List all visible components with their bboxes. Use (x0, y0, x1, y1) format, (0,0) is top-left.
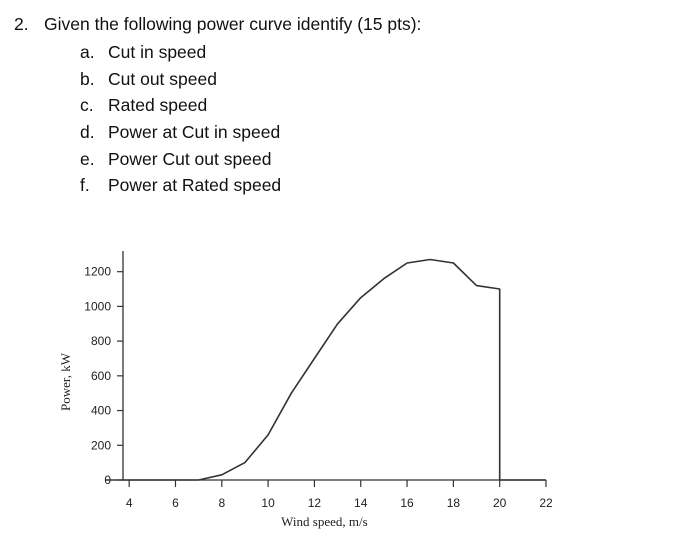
x-tick-label: 16 (400, 496, 414, 510)
item-label: Power Cut out speed (108, 148, 272, 169)
item-label: Rated speed (108, 95, 208, 116)
y-tick-label: 800 (91, 334, 111, 348)
y-tick-label: 400 (91, 404, 111, 418)
item-label: Cut out speed (108, 68, 217, 89)
x-tick-label: 10 (261, 496, 275, 510)
x-tick-label: 14 (354, 496, 368, 510)
y-tick-label: 200 (91, 438, 111, 452)
item-letter: d. (80, 122, 95, 143)
item-label: Cut in speed (108, 42, 207, 62)
power-curve-line (106, 258, 546, 481)
item-letter: e. (80, 148, 95, 169)
x-tick-label: 8 (218, 496, 225, 510)
y-tick-label: 1200 (84, 265, 111, 279)
item-label: Power at Cut in speed (108, 122, 281, 143)
x-tick-label: 6 (172, 496, 179, 510)
item-letter: f. (80, 175, 90, 196)
x-tick-label: 20 (493, 496, 507, 510)
y-axis-title: Power, kW (58, 352, 73, 411)
question-number: 2. (14, 14, 29, 34)
chart-marks (106, 258, 546, 481)
x-tick-label: 22 (539, 496, 553, 510)
item-letter: b. (80, 68, 95, 89)
question-text: Given the following power curve identify… (44, 14, 422, 34)
item-label: Power at Rated speed (108, 175, 282, 196)
x-axis-title: Wind speed, m/s (281, 514, 368, 529)
item-letter: c. (80, 95, 94, 116)
x-tick-label: 18 (447, 496, 461, 510)
y-tick-label: 600 (91, 369, 111, 383)
x-tick-label: 12 (308, 496, 322, 510)
y-tick-label: 1000 (84, 299, 111, 313)
x-tick-label: 4 (126, 496, 133, 510)
item-letter: a. (80, 42, 95, 62)
